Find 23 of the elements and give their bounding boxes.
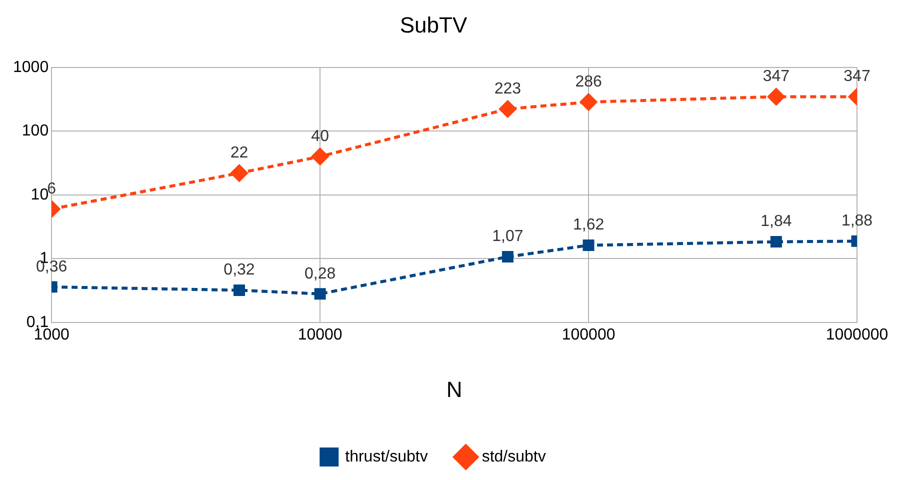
x-tick-label: 1000000 bbox=[826, 326, 888, 344]
legend-label: thrust/subtv bbox=[345, 448, 428, 466]
chart-title: SubTV bbox=[400, 12, 468, 38]
data-label: 1,62 bbox=[572, 216, 604, 234]
data-label: 1,84 bbox=[760, 213, 792, 230]
data-label: 0,32 bbox=[224, 262, 255, 279]
data-label: 286 bbox=[575, 73, 602, 90]
data-label: 6 bbox=[47, 180, 56, 198]
x-tick-label: 10000 bbox=[298, 326, 342, 344]
data-label: 1,88 bbox=[841, 212, 873, 230]
data-label: 347 bbox=[844, 68, 870, 86]
y-tick-label: 10 bbox=[30, 186, 49, 204]
legend-label: std/subtv bbox=[482, 448, 546, 466]
data-label: 22 bbox=[230, 144, 248, 162]
y-tick-label: 1000 bbox=[13, 58, 49, 76]
data-label: 223 bbox=[494, 80, 522, 98]
x-tick-label: 100000 bbox=[562, 326, 616, 344]
data-label: 40 bbox=[311, 128, 330, 145]
x-axis-title: N bbox=[446, 376, 462, 402]
data-label: 1,07 bbox=[492, 228, 524, 246]
data-label: 0,28 bbox=[304, 265, 336, 282]
data-label: 347 bbox=[762, 68, 790, 86]
y-tick-label: 100 bbox=[22, 122, 49, 140]
